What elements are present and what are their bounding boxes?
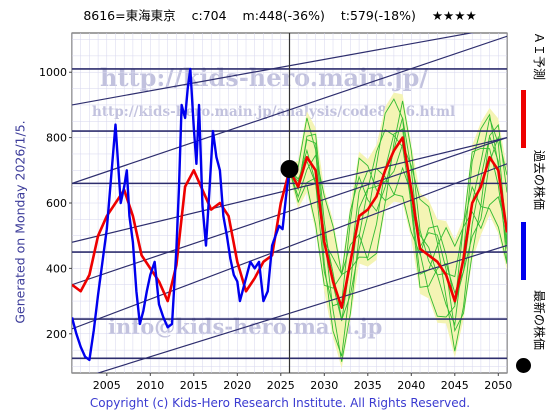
x-tick-label: 2015 [180,379,208,392]
y-tick-label: 1000 [39,66,67,79]
y-tick-label: 200 [46,328,67,341]
x-tick-label: 2010 [136,379,164,392]
ensemble-line [289,117,507,318]
legend-blue-swatch [521,222,526,280]
current-price: c:704 [191,8,227,23]
x-tick-label: 2045 [441,379,469,392]
ensemble-line [289,117,507,357]
tick-label-layer: 2005 2010 2015 2020 2025 2030 2035 2040 2045 2050… [39,66,512,392]
legend-past-price: 過去の株価 [513,150,553,280]
watermark-url: http://kids-hero.main.jp/ [100,63,428,92]
x-tick-label: 2025 [267,379,295,392]
legend-past-label: 過去の株価 [532,150,546,211]
legend-latest-label: 最新の株価 [532,290,546,351]
stock-code: 8616=東海東京 [83,8,176,23]
target-price: t:579(-18%) [340,8,416,23]
x-tick-label: 2005 [93,379,121,392]
x-tick-label: 2030 [310,379,338,392]
x-tick-label: 2035 [354,379,382,392]
legend-ai-label: ＡＩ予測 [532,32,546,81]
x-tick-label: 2020 [223,379,251,392]
ensemble-line [289,113,507,327]
current-price-dot [280,160,299,178]
rating-stars: ★★★★ [431,8,477,23]
generated-date-label: Generated on Monday 2026/1/5. [12,120,28,324]
y-tick-label: 400 [46,262,67,275]
legend-ai-forecast: ＡＩ予測 [513,32,553,152]
y-tick-label: 800 [46,132,67,145]
legend: ＡＩ予測 過去の株価 最新の株価 [513,0,553,420]
legend-black-dot-icon [516,358,531,373]
y-tick-label: 600 [46,197,67,210]
copyright-notice: Copyright (c) Kids-Hero Research Institu… [89,396,471,410]
ensemble-line [289,98,507,322]
legend-red-swatch [521,90,526,148]
legend-latest-price: 最新の株価 [513,290,553,380]
series-layer [72,67,507,362]
x-tick-label: 2050 [484,379,512,392]
x-tick-label: 2040 [397,379,425,392]
chart-header: 8616=東海東京 c:704 m:448(-36%) t:579(-18%) … [0,5,560,24]
min-price: m:448(-36%) [242,8,325,23]
level-line-layer [72,33,507,373]
past-price-line [72,67,291,362]
